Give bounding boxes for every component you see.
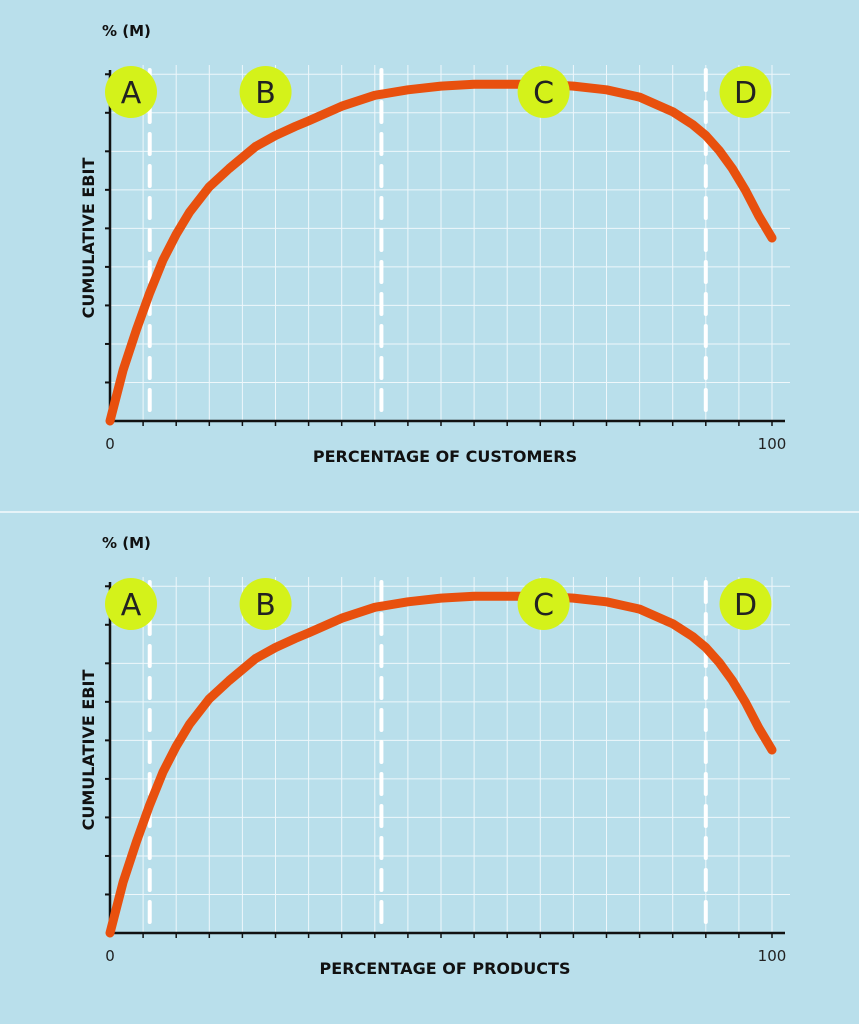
y-unit-label: % (M) <box>102 534 151 552</box>
zone-badge-circle <box>719 578 772 630</box>
y-axis-title: CUMULATIVE EBIT <box>79 158 98 319</box>
zone-label: C <box>533 588 554 623</box>
zone-label: A <box>121 588 142 623</box>
zone-label: B <box>255 76 276 111</box>
zone-badge-d: D <box>719 578 772 630</box>
zone-badge-b: B <box>239 66 292 118</box>
y-axis-title: CUMULATIVE EBIT <box>79 670 98 831</box>
x-axis-title: PERCENTAGE OF PRODUCTS <box>320 959 571 978</box>
ebit-curve <box>105 79 777 426</box>
x-tick-label-0: 0 <box>105 435 115 453</box>
zone-badge-b: B <box>239 578 292 630</box>
ebit-curve <box>105 591 777 938</box>
zone-label: B <box>255 588 276 623</box>
zone-badge-circle <box>105 66 157 118</box>
y-unit-label: % (M) <box>102 22 151 40</box>
x-tick-label-100: 100 <box>758 435 787 453</box>
zone-badge-circle <box>719 66 772 118</box>
chart-customers-svg: A B C D % (M) CUMULATIVE EBIT PERCENTAGE OF CU… <box>79 22 790 466</box>
panel-divider <box>0 511 859 513</box>
zone-badge-d: D <box>719 66 772 118</box>
zone-badge-c: C <box>517 66 570 118</box>
zone-badge-circle <box>517 66 570 118</box>
x-tick-label-100: 100 <box>758 947 787 965</box>
x-axis-title: PERCENTAGE OF CUSTOMERS <box>313 447 577 466</box>
zone-badge-circle <box>239 66 292 118</box>
zone-label: A <box>121 76 142 111</box>
zone-label: C <box>533 76 554 111</box>
chart-customers: A B C D % (M) CUMULATIVE EBIT PERCENTAGE OF CU… <box>79 22 790 466</box>
zone-badge-circle <box>105 578 157 630</box>
zone-badge-a: A <box>105 66 157 118</box>
x-tick-label-0: 0 <box>105 947 115 965</box>
chart-products-svg: A B C D % (M) CUMULATIVE EBIT PERCENTAGE OF PR… <box>79 534 790 978</box>
zone-badge-a: A <box>105 578 157 630</box>
zone-badge-circle <box>517 578 570 630</box>
chart-products: A B C D % (M) CUMULATIVE EBIT PERCENTAGE OF PR… <box>0 512 859 1024</box>
zone-label: D <box>734 588 757 623</box>
zone-badge-c: C <box>517 578 570 630</box>
zone-label: D <box>734 76 757 111</box>
zone-badge-circle <box>239 578 292 630</box>
